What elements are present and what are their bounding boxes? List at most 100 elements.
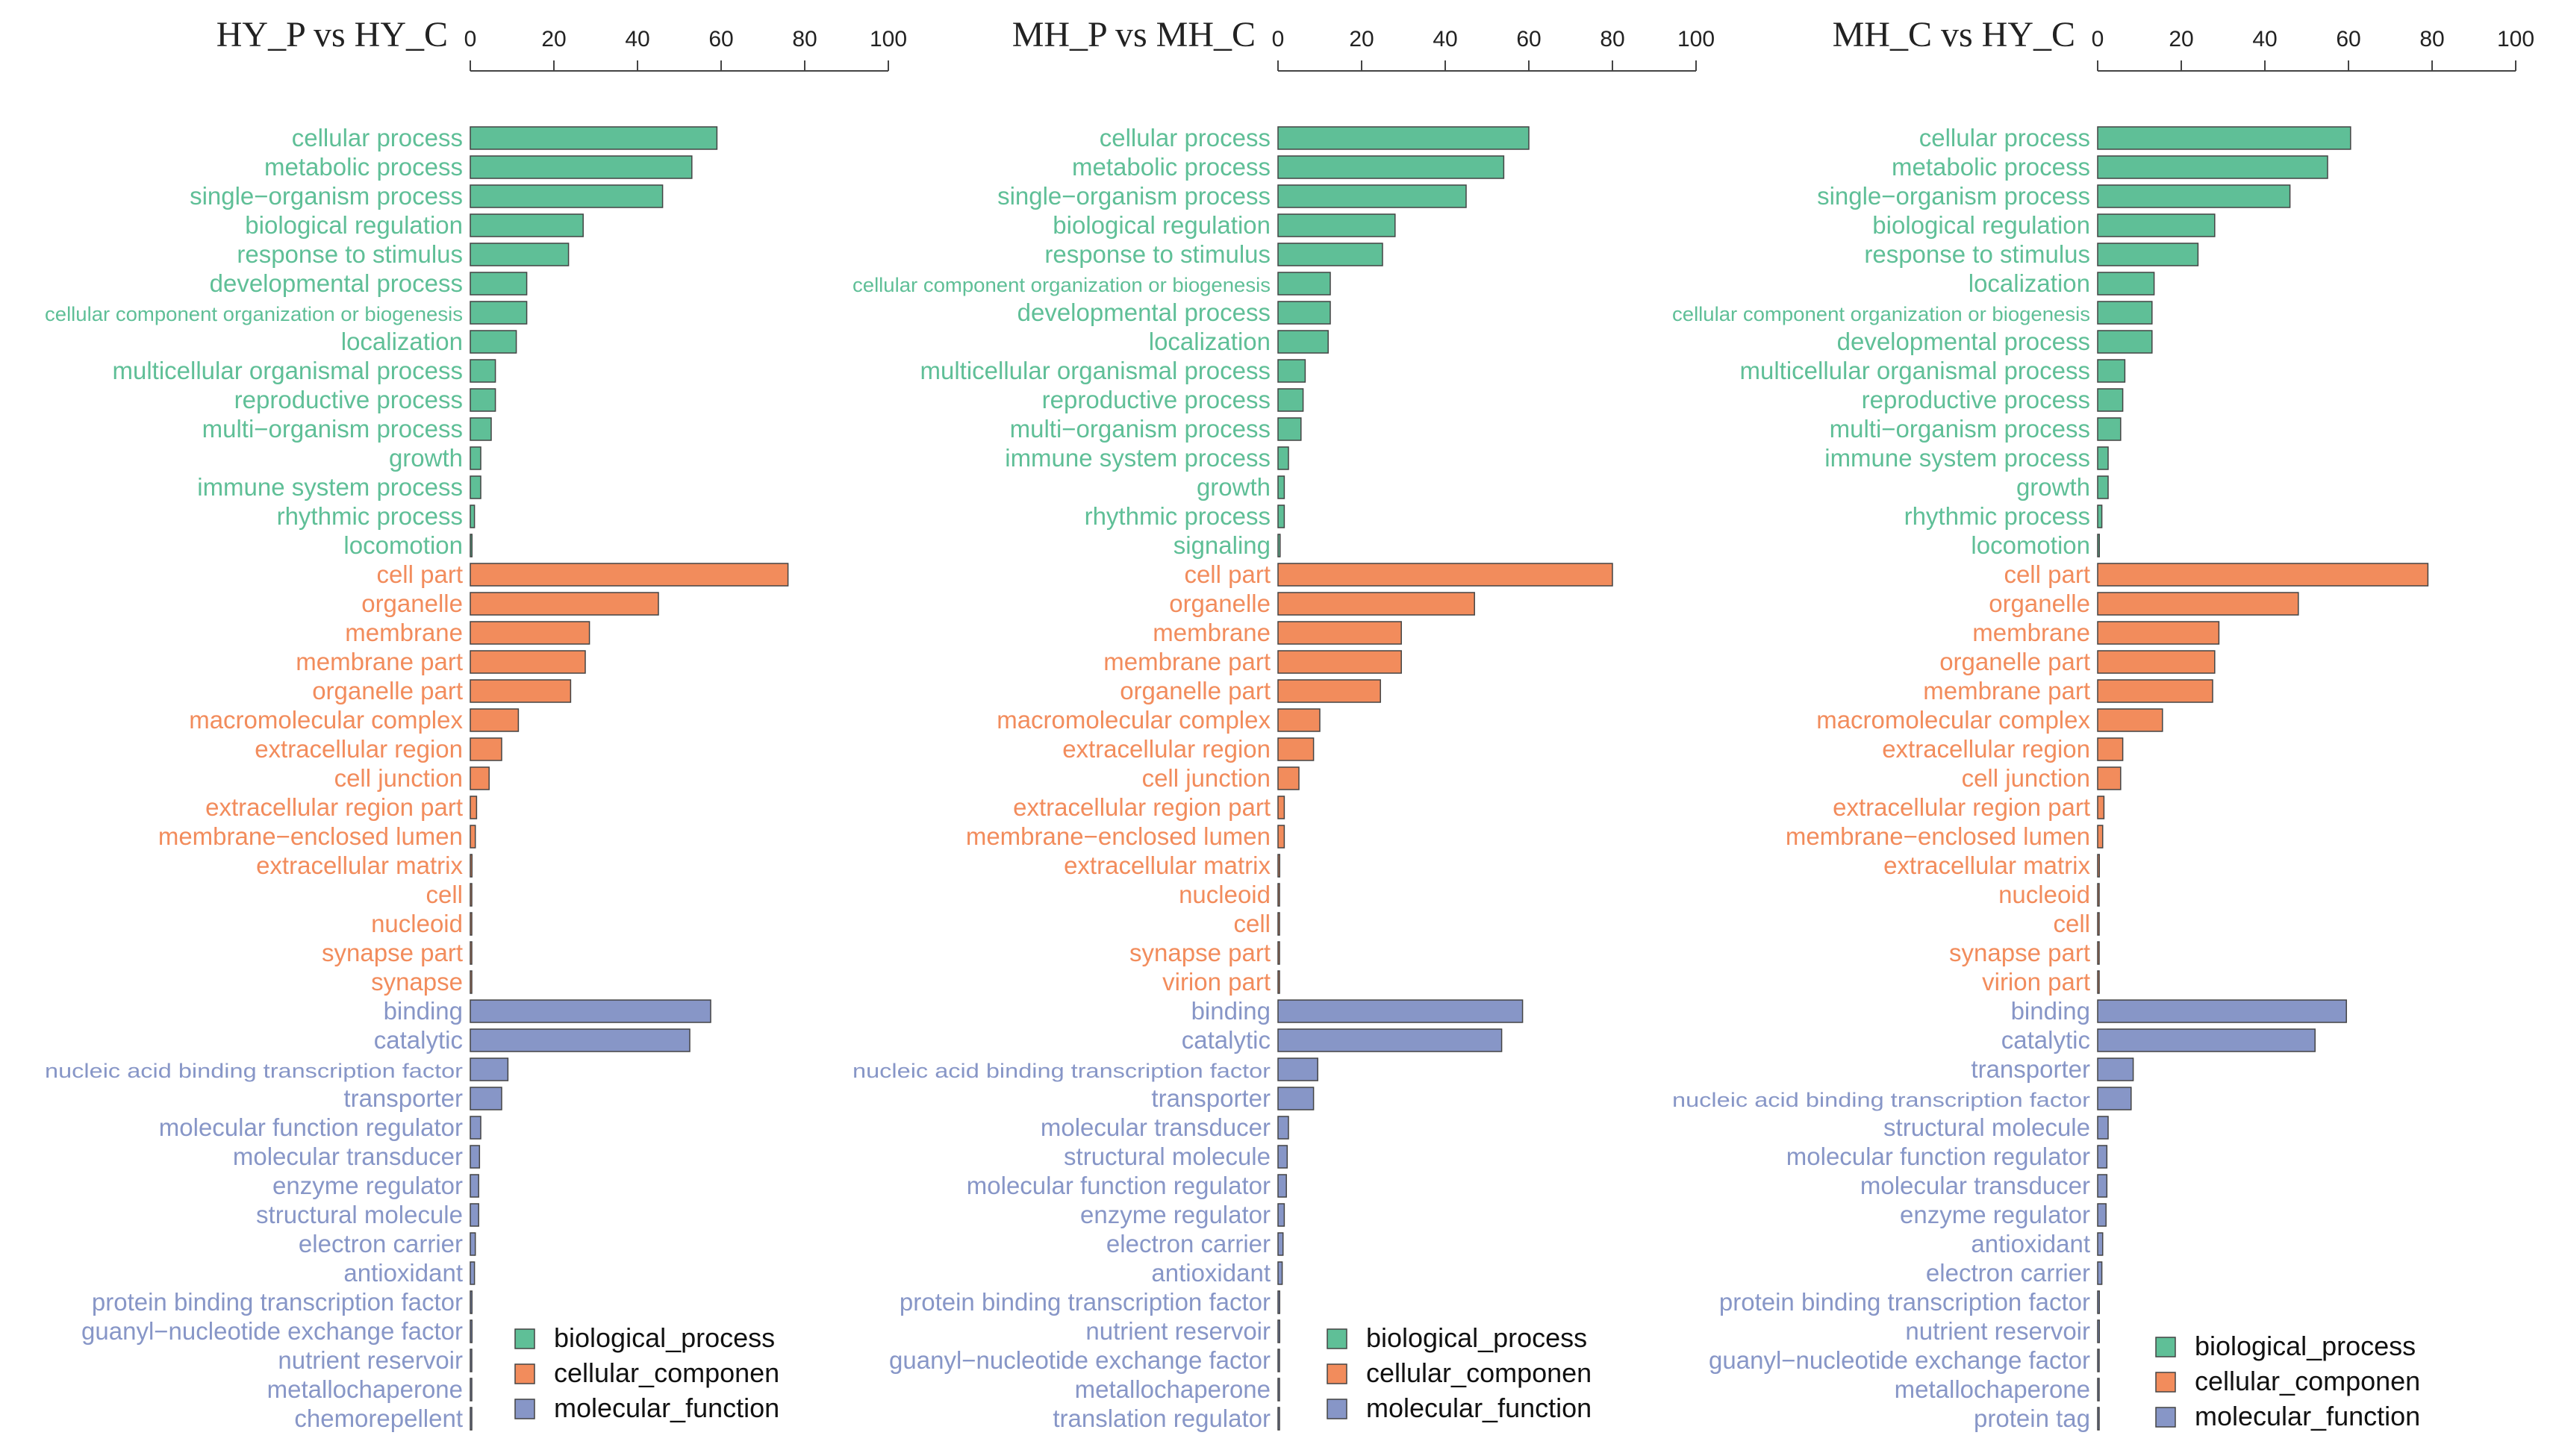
category-label: membrane (1972, 619, 2090, 646)
category-label: cell (2053, 910, 2090, 937)
category-label: cell junction (1962, 764, 2090, 792)
category-label: growth (1197, 473, 1271, 501)
bar-biological-process (1277, 504, 1285, 528)
category-label: protein binding transcription factor (1719, 1288, 2090, 1316)
category-label: organelle part (312, 677, 463, 704)
category-label: transporter (343, 1084, 463, 1112)
category-label: molecular function regulator (967, 1172, 1271, 1199)
category-label: protein binding transcription factor (900, 1288, 1271, 1316)
category-label: catalytic (374, 1026, 463, 1054)
bar-biological-process (470, 446, 481, 470)
bar-molecular-function (1277, 1116, 1289, 1140)
category-label: multi−organism process (1830, 415, 2090, 443)
category-label: synapse part (322, 939, 463, 966)
legend-swatch (514, 1363, 535, 1384)
category-label: macromolecular complex (1816, 706, 2090, 734)
category-label: structural molecule (256, 1201, 463, 1228)
bar-molecular-function (470, 1145, 481, 1169)
bar-cellular-component (2097, 679, 2213, 703)
bar-biological-process (1277, 155, 1505, 179)
category-label: cell (426, 881, 463, 908)
bar-biological-process (470, 359, 496, 383)
x-tick-label: 60 (708, 27, 733, 51)
bar-cellular-component (1277, 796, 1285, 819)
legend-label: cellular_componen (2195, 1366, 2420, 1396)
x-tick-label: 100 (1677, 27, 1715, 51)
bar-molecular-function (2097, 999, 2347, 1023)
category-label: molecular function regulator (1786, 1143, 2090, 1170)
category-label: membrane part (296, 648, 463, 675)
x-tick-label: 40 (1433, 27, 1457, 51)
category-label: rhythmic process (277, 502, 463, 530)
bar-cellular-component (1277, 621, 1402, 645)
category-label: guanyl−nucleotide exchange factor (889, 1346, 1271, 1374)
bar-cellular-component (470, 650, 586, 674)
category-label: cell part (1184, 560, 1271, 588)
legend-label: cellular_componen (554, 1357, 779, 1388)
category-label: single−organism process (1817, 182, 2090, 210)
bar-biological-process (1277, 272, 1331, 296)
bar-biological-process (2097, 388, 2124, 412)
category-label: extracellular region part (205, 793, 463, 821)
bar-biological-process (1277, 475, 1285, 499)
bar-biological-process (470, 534, 473, 557)
bar-cellular-component (1277, 679, 1381, 703)
bar-cellular-component (470, 679, 572, 703)
category-label: electron carrier (1926, 1259, 2090, 1287)
bar-molecular-function (470, 1232, 476, 1256)
category-label: nutrient reservoir (1905, 1317, 2090, 1345)
bar-biological-process (2097, 475, 2109, 499)
legend: biological_process cellular_componenmolec… (2155, 1331, 2420, 1431)
category-label: membrane (1153, 619, 1271, 646)
category-label: localization (1149, 328, 1271, 355)
category-label: cellular component organization or bioge… (45, 303, 463, 325)
bar-biological-process (1277, 388, 1304, 412)
bar-biological-process (470, 155, 693, 179)
category-label: virion part (1162, 968, 1271, 996)
category-label: protein binding transcription factor (92, 1288, 463, 1316)
category-label: membrane−enclosed lumen (158, 822, 463, 850)
legend-label: molecular_function (554, 1393, 779, 1423)
category-label: transporter (1151, 1084, 1271, 1112)
legend-label: molecular_function (2195, 1401, 2420, 1431)
bar-cellular-component (470, 766, 490, 790)
bar-cellular-component (470, 825, 476, 849)
bar-molecular-function (2097, 1232, 2104, 1256)
bar-molecular-function (470, 1028, 691, 1052)
bar-cellular-component (1277, 563, 1613, 587)
legend-label: biological_process (554, 1322, 775, 1353)
category-label: developmental process (210, 269, 463, 297)
category-label: nucleoid (371, 910, 463, 937)
bar-molecular-function (470, 1378, 473, 1402)
category-label: catalytic (2001, 1026, 2090, 1054)
category-label: antioxidant (1971, 1230, 2090, 1257)
bar-molecular-function (470, 1116, 481, 1140)
panel-title: HY_P vs HY_C (216, 15, 448, 54)
bar-cellular-component (1277, 825, 1285, 849)
category-label: molecular transducer (1860, 1172, 2090, 1199)
category-label: developmental process (1017, 299, 1271, 326)
bar-biological-process (1277, 446, 1289, 470)
category-label: translation regulator (1053, 1405, 1271, 1432)
bar-molecular-function (2097, 1319, 2100, 1343)
category-label: cell part (2004, 560, 2090, 588)
bar-molecular-function (2097, 1378, 2100, 1402)
category-label: response to stimulus (1044, 240, 1271, 268)
bar-cellular-component (2097, 766, 2122, 790)
bar-biological-process (470, 301, 528, 325)
bar-biological-process (2097, 184, 2291, 208)
bar-biological-process (2097, 359, 2126, 383)
bar-molecular-function (1277, 1145, 1288, 1169)
x-tick-label: 80 (1600, 27, 1624, 51)
bar-cellular-component (2097, 592, 2299, 616)
category-label: organelle part (1120, 677, 1271, 704)
category-label: nucleoid (1179, 881, 1271, 908)
category-label: reproductive process (1862, 386, 2090, 413)
chart-panel-1: HY_P vs HY_C 0 20 40 60 80 100 cellular process… (45, 15, 907, 1432)
bar-cellular-component (2097, 912, 2100, 936)
chart-panel-2: MH_P vs MH_C 0 20 40 60 80 100 cellular process… (853, 15, 1715, 1432)
bar-molecular-function (2097, 1261, 2103, 1285)
category-label: catalytic (1182, 1026, 1271, 1054)
category-label: organelle (361, 590, 463, 617)
